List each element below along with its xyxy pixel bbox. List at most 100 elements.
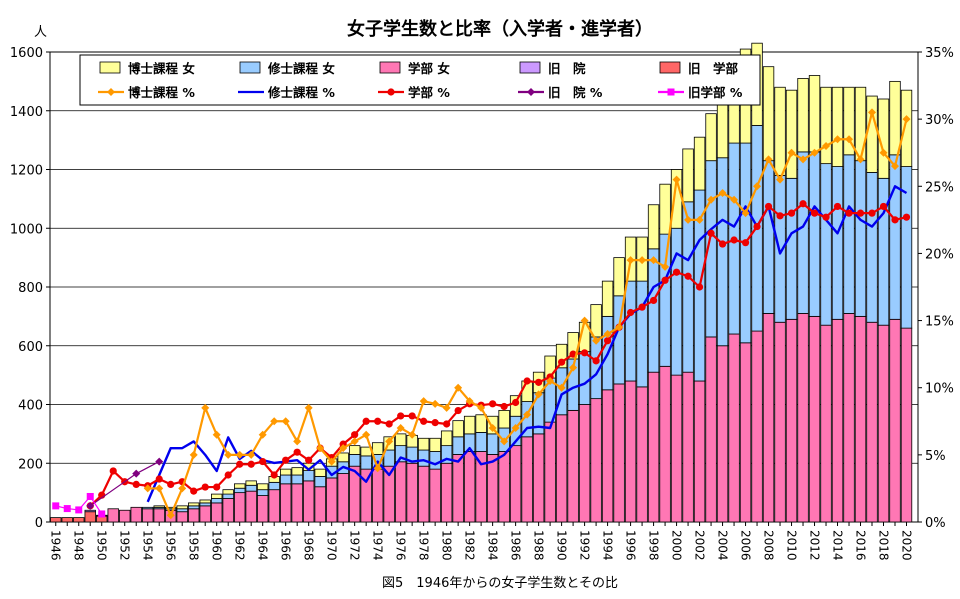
point-undergrad_pct — [707, 229, 715, 237]
point-doctor_pct — [891, 162, 900, 171]
point-undergrad_pct — [132, 480, 140, 488]
point-doctor_pct — [327, 457, 336, 466]
legend-swatch-old_in — [519, 61, 541, 74]
point-doctor_pct — [615, 323, 624, 332]
point-undergrad_pct — [638, 303, 646, 311]
point-undergrad_pct — [385, 420, 393, 428]
x-tick-label: 1998 — [647, 530, 661, 561]
bar-master — [314, 476, 326, 488]
bar-old_ug — [50, 517, 62, 523]
chart-title: 女子学生数と比率（入学者・進学者） — [347, 18, 653, 40]
point-undergrad_pct — [845, 209, 853, 217]
bar-master — [268, 481, 280, 491]
bar-undergrad — [636, 386, 648, 523]
bar-undergrad — [452, 454, 464, 523]
bar-undergrad — [877, 324, 890, 523]
point-undergrad_pct — [454, 406, 462, 415]
y-right-tick-label: 0% — [925, 516, 946, 531]
point-undergrad_pct — [695, 283, 704, 291]
y-right-tick-label: 25% — [925, 180, 954, 195]
bar-doctor — [234, 483, 246, 489]
bar-doctor — [348, 445, 361, 455]
point-undergrad_pct — [431, 419, 439, 427]
point-undergrad_pct — [259, 457, 267, 466]
bar-undergrad — [659, 365, 671, 523]
point-undergrad_pct — [213, 483, 221, 491]
point-undergrad_pct — [833, 202, 842, 211]
bar-doctor — [820, 86, 832, 165]
bar-undergrad — [211, 502, 223, 523]
bar-master — [211, 498, 223, 504]
point-undergrad_pct — [546, 373, 554, 381]
bar-doctor — [153, 505, 165, 508]
bar-master — [636, 280, 648, 388]
bar-doctor — [762, 66, 775, 162]
point-doctor_pct — [316, 444, 325, 453]
point-doctor_pct — [833, 135, 842, 144]
legend-swatch-master — [239, 61, 261, 74]
bar-master — [486, 433, 499, 455]
bar-doctor — [601, 280, 614, 317]
x-tick-label: 1964 — [256, 530, 270, 561]
point-doctor_pct — [638, 256, 647, 265]
bar-master — [188, 505, 200, 510]
point-doctor_pct — [155, 484, 164, 493]
x-tick-label: 1966 — [279, 530, 293, 561]
x-tick-label: 1980 — [440, 530, 454, 561]
bar-doctor — [889, 80, 901, 156]
point-doctor_pct — [201, 403, 210, 412]
point-doctor_pct — [902, 115, 911, 124]
bar-undergrad — [601, 389, 614, 523]
bar-undergrad — [291, 483, 303, 523]
point-undergrad_pct — [718, 240, 727, 248]
point-doctor_pct — [787, 148, 796, 157]
bar-undergrad — [440, 462, 453, 523]
bar-undergrad — [337, 473, 349, 523]
bar-doctor — [429, 437, 441, 452]
point-undergrad_pct — [155, 475, 163, 483]
point-doctor_pct — [442, 403, 451, 412]
y-left-tick-label: 600 — [18, 340, 43, 355]
point-undergrad_pct — [764, 202, 773, 211]
point-old_ug_pct — [98, 510, 106, 518]
point-doctor_pct — [661, 262, 670, 271]
point-doctor_pct — [718, 189, 727, 197]
point-doctor_pct — [523, 410, 532, 419]
point-old_ug_pct — [52, 502, 60, 510]
bar-master — [234, 487, 246, 494]
x-tick-label: 1976 — [394, 530, 408, 561]
point-doctor_pct — [868, 108, 877, 117]
bar-master — [360, 455, 372, 470]
point-undergrad_pct — [592, 357, 600, 365]
x-tick-label: 2010 — [785, 530, 799, 561]
point-undergrad_pct — [730, 236, 738, 244]
bar-master — [291, 474, 303, 485]
point-undergrad_pct — [535, 378, 543, 386]
bar-old_ug — [73, 517, 85, 523]
bar-old_ug — [61, 517, 73, 523]
bar-doctor — [866, 95, 878, 173]
x-tick-label: 1996 — [624, 530, 638, 561]
point-undergrad_pct — [500, 402, 508, 411]
bar-doctor — [808, 75, 821, 153]
bar-doctor — [647, 204, 660, 250]
x-tick-label: 1992 — [578, 530, 592, 561]
bar-master — [797, 151, 809, 314]
point-doctor_pct — [212, 430, 221, 439]
bar-doctor — [337, 452, 349, 463]
bar-doctor — [222, 489, 234, 495]
bar-undergrad — [590, 398, 602, 523]
point-old_ug_pct — [86, 492, 94, 500]
bar-doctor — [785, 89, 798, 179]
point-doctor_pct — [684, 215, 693, 224]
bar-master — [452, 436, 464, 455]
bar-doctor — [613, 257, 625, 297]
bar-undergrad — [774, 321, 786, 523]
point-undergrad_pct — [787, 209, 796, 217]
x-tick-label: 1984 — [486, 530, 500, 561]
y-left-tick-label: 800 — [18, 281, 43, 296]
bar-undergrad — [555, 414, 568, 523]
point-doctor_pct — [189, 450, 198, 459]
point-doctor_pct — [557, 383, 566, 392]
point-doctor_pct — [626, 256, 635, 265]
